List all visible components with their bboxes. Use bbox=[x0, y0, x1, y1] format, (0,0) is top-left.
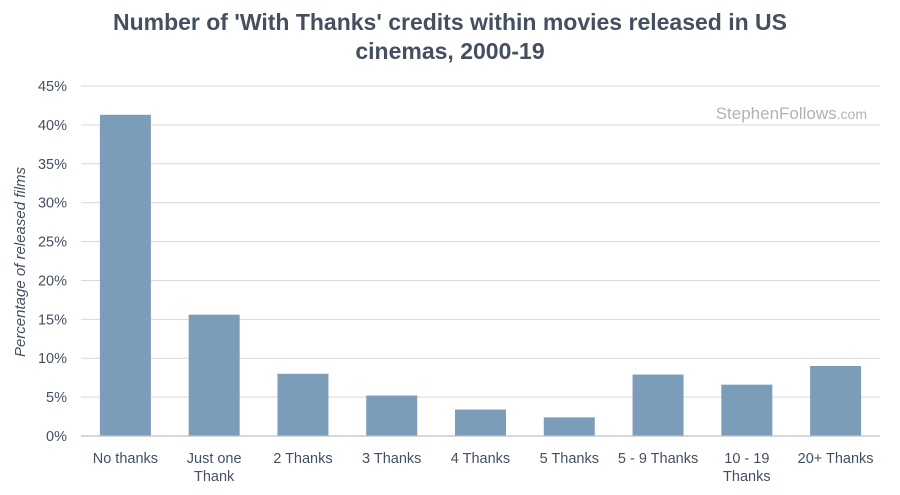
y-tick-label: 35% bbox=[38, 157, 67, 173]
watermark-suffix: .com bbox=[837, 106, 867, 122]
x-tick-label: 3 Thanks bbox=[362, 451, 421, 467]
y-axis-ticks: 0% 5% 10% 15% 20% 25% 30% 35% 40% 45% bbox=[38, 79, 67, 445]
bar bbox=[455, 409, 506, 436]
bar bbox=[632, 374, 684, 436]
chart-title: Number of 'With Thanks' credits within m… bbox=[113, 9, 787, 64]
chart-title-line-2: cinemas, 2000-19 bbox=[355, 38, 544, 64]
x-tick-label: 10 - 19 Thanks bbox=[723, 451, 771, 485]
x-tick-label: 20+ Thanks bbox=[798, 451, 874, 467]
watermark-logo: StephenFollows.com bbox=[716, 104, 867, 123]
watermark-main: StephenFollows bbox=[716, 104, 837, 123]
bars bbox=[99, 114, 862, 437]
y-tick-label: 40% bbox=[38, 118, 67, 134]
bar bbox=[810, 366, 862, 436]
bar bbox=[188, 314, 240, 436]
y-axis-label: Percentage of released films bbox=[12, 166, 29, 357]
y-tick-label: 20% bbox=[38, 273, 67, 289]
x-tick-label: No thanks bbox=[93, 451, 158, 467]
x-tick-label: 5 - 9 Thanks bbox=[618, 451, 698, 467]
y-tick-label: 10% bbox=[38, 351, 67, 367]
x-tick-label: Just one Thank bbox=[187, 451, 242, 485]
y-tick-label: 25% bbox=[38, 235, 67, 251]
bar bbox=[721, 384, 773, 436]
y-tick-label: 45% bbox=[38, 79, 67, 95]
y-tick-label: 30% bbox=[38, 196, 67, 212]
y-tick-label: 15% bbox=[38, 312, 67, 328]
bar bbox=[543, 417, 595, 436]
x-tick-label: 4 Thanks bbox=[451, 451, 510, 467]
bar bbox=[366, 395, 418, 436]
x-tick-label: 5 Thanks bbox=[540, 451, 599, 467]
bar bbox=[99, 114, 151, 437]
chart-title-line-1: Number of 'With Thanks' credits within m… bbox=[113, 9, 787, 35]
x-tick-label: 2 Thanks bbox=[273, 451, 332, 467]
x-axis-categories: No thanks Just one Thank 2 Thanks 3 Thanks 4 … bbox=[93, 451, 874, 485]
bar bbox=[277, 373, 329, 436]
y-tick-label: 5% bbox=[46, 390, 67, 406]
y-tick-label: 0% bbox=[46, 429, 67, 445]
